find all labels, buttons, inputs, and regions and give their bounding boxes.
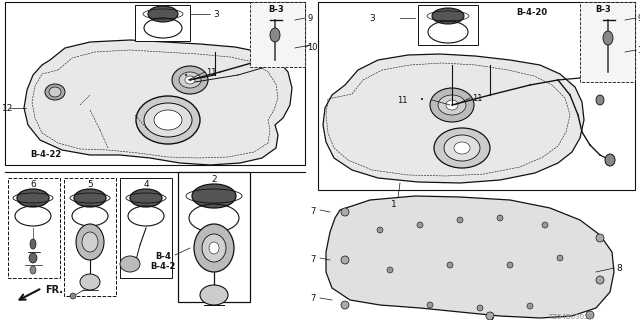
Bar xyxy=(64,178,116,296)
Ellipse shape xyxy=(341,301,349,309)
Ellipse shape xyxy=(605,154,615,166)
Text: B-3: B-3 xyxy=(268,5,284,14)
Bar xyxy=(418,5,478,45)
Ellipse shape xyxy=(557,255,563,261)
Bar xyxy=(580,2,635,82)
Text: 7: 7 xyxy=(310,294,316,303)
Bar xyxy=(318,2,635,190)
Ellipse shape xyxy=(341,208,349,216)
Text: •: • xyxy=(184,73,188,79)
Text: 6: 6 xyxy=(30,180,36,189)
Text: 1: 1 xyxy=(391,200,397,209)
Bar xyxy=(250,2,305,67)
Ellipse shape xyxy=(29,253,37,263)
Ellipse shape xyxy=(507,262,513,268)
Polygon shape xyxy=(24,40,292,165)
Ellipse shape xyxy=(120,256,140,272)
Ellipse shape xyxy=(172,66,208,94)
Ellipse shape xyxy=(179,72,201,88)
Bar xyxy=(135,5,190,41)
Ellipse shape xyxy=(80,274,100,290)
Text: 11: 11 xyxy=(206,68,216,77)
Text: 11: 11 xyxy=(397,96,408,105)
Ellipse shape xyxy=(486,312,494,320)
Text: FR.: FR. xyxy=(45,285,63,295)
Polygon shape xyxy=(326,196,614,318)
Text: 3: 3 xyxy=(369,14,375,23)
Ellipse shape xyxy=(148,6,178,22)
Polygon shape xyxy=(323,54,584,183)
Ellipse shape xyxy=(446,100,458,110)
Ellipse shape xyxy=(130,189,162,207)
Text: B-4-22: B-4-22 xyxy=(30,150,61,159)
Text: 4: 4 xyxy=(143,180,149,189)
Text: 7: 7 xyxy=(310,255,316,264)
Ellipse shape xyxy=(82,232,98,252)
Ellipse shape xyxy=(596,276,604,284)
Text: B-4-2: B-4-2 xyxy=(150,262,175,271)
Text: B-3: B-3 xyxy=(595,5,611,14)
Ellipse shape xyxy=(447,262,453,268)
Text: TZ54B0305B: TZ54B0305B xyxy=(548,314,593,320)
Ellipse shape xyxy=(432,8,464,24)
Ellipse shape xyxy=(70,293,76,299)
Ellipse shape xyxy=(430,88,474,122)
Text: B-4-20: B-4-20 xyxy=(516,8,547,17)
Ellipse shape xyxy=(527,303,533,309)
Ellipse shape xyxy=(30,266,36,274)
Text: 2: 2 xyxy=(211,175,217,184)
Ellipse shape xyxy=(542,222,548,228)
Text: 9: 9 xyxy=(307,14,312,23)
Ellipse shape xyxy=(17,189,49,207)
Ellipse shape xyxy=(136,96,200,144)
Ellipse shape xyxy=(144,103,192,137)
Ellipse shape xyxy=(270,28,280,42)
Bar xyxy=(5,2,305,165)
Ellipse shape xyxy=(596,70,604,80)
Text: 3: 3 xyxy=(213,10,219,19)
Ellipse shape xyxy=(444,135,480,161)
Ellipse shape xyxy=(427,302,433,308)
Ellipse shape xyxy=(185,76,195,84)
Ellipse shape xyxy=(417,222,423,228)
Text: 9: 9 xyxy=(637,14,640,23)
Ellipse shape xyxy=(377,227,383,233)
Text: B-4: B-4 xyxy=(155,252,171,261)
Ellipse shape xyxy=(603,31,613,45)
Ellipse shape xyxy=(200,285,228,305)
Bar xyxy=(178,172,250,302)
Ellipse shape xyxy=(74,189,106,207)
Ellipse shape xyxy=(45,84,65,100)
Text: 10: 10 xyxy=(307,43,317,52)
Ellipse shape xyxy=(202,234,226,262)
Text: 8: 8 xyxy=(616,264,621,273)
Ellipse shape xyxy=(76,224,104,260)
Ellipse shape xyxy=(30,239,36,249)
Text: 10: 10 xyxy=(637,46,640,55)
Ellipse shape xyxy=(194,224,234,272)
Ellipse shape xyxy=(209,242,219,254)
Ellipse shape xyxy=(596,95,604,105)
Text: 11: 11 xyxy=(472,94,483,103)
Ellipse shape xyxy=(49,87,61,97)
Ellipse shape xyxy=(596,234,604,242)
Ellipse shape xyxy=(434,128,490,168)
Text: 5: 5 xyxy=(87,180,93,189)
Ellipse shape xyxy=(454,142,470,154)
Ellipse shape xyxy=(341,256,349,264)
Ellipse shape xyxy=(477,305,483,311)
Ellipse shape xyxy=(438,95,466,115)
Ellipse shape xyxy=(387,267,393,273)
Text: 12: 12 xyxy=(2,104,13,113)
Ellipse shape xyxy=(586,311,594,319)
Text: 7: 7 xyxy=(310,207,316,216)
Bar xyxy=(8,178,60,278)
Ellipse shape xyxy=(192,184,236,208)
Text: •: • xyxy=(420,97,424,103)
Ellipse shape xyxy=(154,110,182,130)
Bar xyxy=(120,178,172,278)
Ellipse shape xyxy=(497,215,503,221)
Ellipse shape xyxy=(457,217,463,223)
